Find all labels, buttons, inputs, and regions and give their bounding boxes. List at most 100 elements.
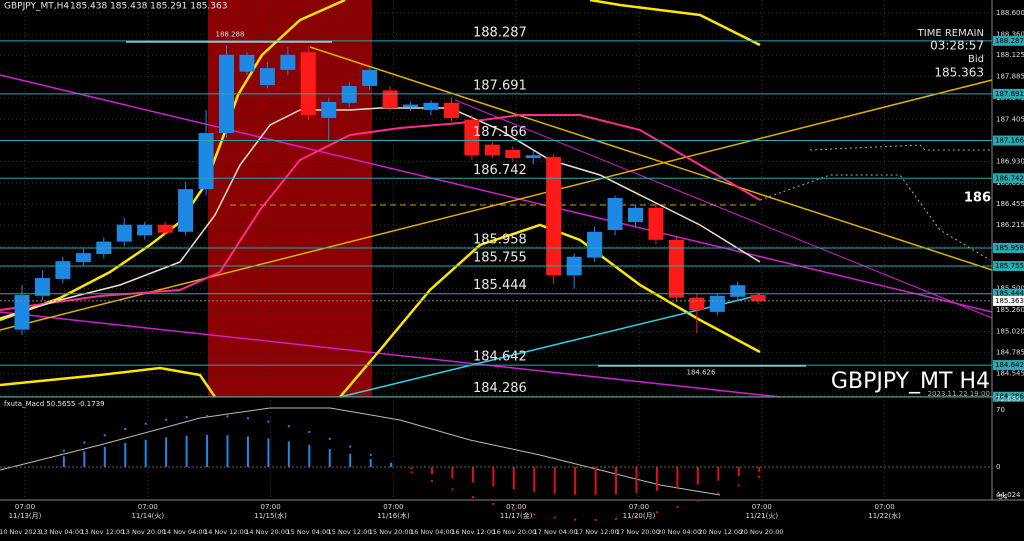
candle-body	[587, 231, 603, 258]
macd-label: fxuta_Macd 50.5655 -0.1739	[4, 400, 105, 408]
y-tick-label: 186.930	[996, 158, 1024, 166]
macd-line	[0, 407, 721, 496]
y-tick-label: 186.455	[996, 200, 1024, 208]
signal-dot	[635, 515, 638, 518]
macd-bar	[165, 437, 168, 467]
level-badge-label: 188.287	[995, 37, 1024, 45]
level-label: 186.742	[473, 163, 527, 178]
bar-time-label: 14 Nov 20:00	[245, 528, 289, 536]
date-label: 11/14(火)	[131, 512, 164, 520]
level-badge-label: 187.691	[995, 90, 1024, 98]
level-badge	[993, 135, 1024, 146]
y-tick-label: 185.260	[996, 306, 1024, 314]
macd-bar	[533, 467, 536, 493]
macd-bar	[635, 467, 638, 493]
level-badge	[993, 88, 1024, 99]
time-label: 07:00	[15, 503, 35, 511]
candle-body	[178, 189, 194, 232]
level-label: 184.642	[473, 350, 527, 365]
bar-time-label: 15 Nov 20:00	[369, 528, 413, 536]
macd-bar	[83, 451, 86, 467]
candle-body	[464, 119, 480, 156]
level-badge	[993, 243, 1024, 254]
macd-bar	[431, 467, 433, 475]
signal-dot	[349, 445, 352, 448]
candle-body	[259, 68, 275, 86]
bid: 185.363	[934, 66, 984, 80]
signal-dot	[574, 518, 577, 521]
signal-dot	[185, 416, 188, 419]
band-lower	[339, 223, 761, 398]
candle-body	[157, 224, 173, 233]
bar-time-label: 20 Nov 04:00	[657, 528, 701, 536]
time-label: 07:00	[875, 503, 895, 511]
signal-dot	[758, 475, 761, 478]
y-tick-label: 188.600	[996, 9, 1024, 17]
cloud	[809, 144, 990, 151]
signal-dot	[594, 518, 597, 521]
date-label: 11/21(火)	[745, 512, 778, 520]
candle-body	[525, 155, 541, 158]
macd-bar	[144, 439, 147, 467]
level-badge	[993, 35, 1024, 46]
bid-badge-label: 185.363	[995, 297, 1024, 305]
signal-dot	[615, 517, 618, 520]
bar-time-label: 20 Nov 12:00	[698, 528, 742, 536]
candle-body	[239, 54, 255, 72]
time-label: 07:00	[138, 503, 158, 511]
trendline	[454, 99, 993, 319]
level-badge	[993, 288, 1024, 299]
bar-time-label: 17 Nov 20:00	[616, 528, 660, 536]
price-note: 184.626	[687, 368, 716, 376]
macd-bar	[615, 467, 618, 495]
level-badge	[993, 261, 1024, 272]
macd-bar	[185, 435, 188, 467]
date-label: 11/15(水)	[254, 511, 287, 520]
candle-body	[750, 294, 766, 301]
candle-body	[505, 149, 521, 158]
signal-dot	[512, 508, 515, 511]
signal-dot	[308, 431, 311, 434]
macd-bar	[553, 467, 556, 494]
level-label: 187.166	[473, 125, 527, 140]
macd-bar	[206, 435, 209, 467]
macd-bar	[594, 467, 597, 495]
moving-average	[0, 114, 761, 311]
level-badge-label: 184.642	[995, 361, 1024, 369]
macd-bar	[451, 467, 454, 479]
candle-body	[362, 69, 378, 86]
macd-tick-label: 72.685	[996, 395, 1021, 403]
band-upper	[589, 0, 761, 47]
macd-bar	[410, 467, 413, 470]
macd-bar	[471, 467, 474, 483]
macd-bar	[574, 467, 577, 495]
signal-dot	[676, 506, 679, 509]
candle-body	[137, 224, 153, 236]
candle-body	[382, 90, 398, 109]
moving-average	[0, 107, 761, 319]
signal-dot	[328, 437, 331, 440]
level-badge	[993, 173, 1024, 184]
signal-dot	[492, 502, 495, 505]
candle-body	[546, 157, 562, 276]
candle-body	[280, 54, 296, 70]
grid	[0, 0, 992, 500]
trendline	[0, 74, 993, 313]
time-label: 07:00	[629, 503, 649, 511]
bar-time-label: 16 Nov 04:00	[410, 528, 454, 536]
macd-bar	[287, 441, 290, 467]
level-label: 185.755	[473, 251, 527, 266]
time-label: 07:00	[261, 503, 281, 511]
signal-dot	[287, 425, 290, 428]
bid-label: Bid	[968, 54, 984, 65]
time-axis: 07:0011/13(月)07:0011/14(火)07:0011/15(水)0…	[0, 503, 901, 536]
macd-bar	[246, 436, 249, 467]
candles	[14, 45, 766, 335]
cloud	[759, 174, 991, 261]
level-badge-label: 184.286	[995, 393, 1024, 401]
y-tick-label: 184.545	[996, 370, 1024, 378]
date-label: 11/16(木)	[377, 511, 410, 520]
candle-body	[116, 224, 132, 242]
